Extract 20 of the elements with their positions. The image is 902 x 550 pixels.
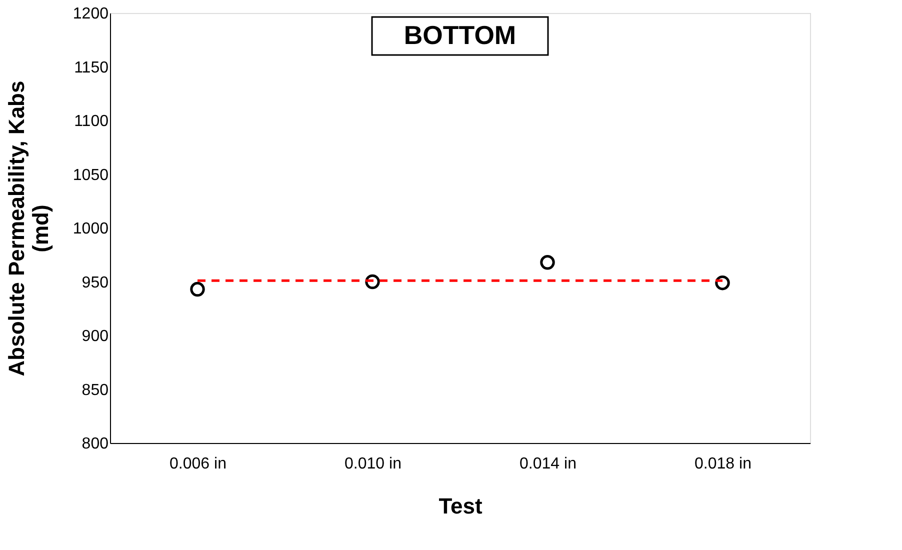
y-axis-title: Absolute Permeability, Kabs (md) [4, 80, 53, 376]
x-tick-label: 0.010 in [344, 456, 402, 472]
x-tick-label: 0.006 in [170, 456, 226, 472]
point [715, 275, 730, 290]
y-tick-label: 900 [82, 328, 109, 345]
y-tick-label: 950 [82, 274, 109, 292]
point [190, 282, 205, 297]
y-tick-label: 800 [82, 436, 109, 452]
y-tick-label: 1100 [74, 113, 109, 130]
y-tick-label: 1000 [72, 220, 109, 238]
point [540, 255, 555, 270]
y-tick-label: 1200 [72, 6, 109, 22]
x-axis-title: Test [438, 494, 483, 518]
point [365, 274, 380, 290]
x-tick-label: 0.018 in [694, 456, 752, 472]
y-tick-label: 1050 [72, 166, 109, 184]
x-tick-label: 0.014 in [520, 456, 576, 472]
y-tick-label: 850 [82, 382, 109, 399]
y-tick-label: 1150 [74, 59, 109, 76]
chart-title: BOTTOM [404, 20, 516, 50]
